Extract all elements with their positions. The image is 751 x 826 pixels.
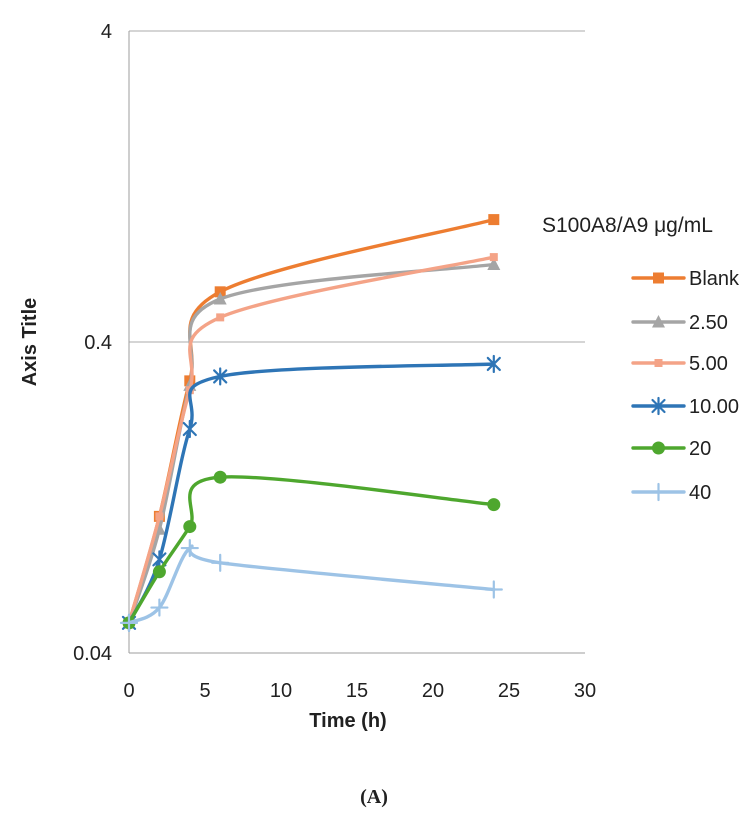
small-square-marker [155,512,164,521]
plus-marker [180,538,199,558]
plus-marker [150,598,169,617]
circle-marker [183,520,197,534]
x-tick-label: 10 [270,680,292,702]
legend-title: S100A8/A9 μg/mL [542,214,713,237]
x-axis-title: Time (h) [309,710,387,732]
square-marker [653,272,664,284]
star-marker [486,354,501,374]
legend-item-label: Blank [689,268,740,290]
triangle-marker [213,291,227,305]
circle-marker [487,498,501,512]
legend-item-label: 2.50 [689,312,728,334]
series-line-2-50 [127,262,496,625]
x-tick-labels: 0 5 10 15 20 25 30 [123,680,596,702]
x-tick-label: 5 [199,680,210,702]
plus-marker [211,553,230,572]
square-marker [214,286,226,298]
small-square-marker [216,313,225,322]
square-marker [488,214,500,226]
series-20 [122,470,501,630]
legend-item-5-00 [631,359,686,367]
series-5-00 [125,253,498,627]
x-tick-label: 0 [123,680,134,702]
star-marker [651,396,666,416]
circle-marker [213,470,227,484]
series-line-40 [127,544,496,625]
triangle-marker [487,257,501,270]
star-marker [213,367,228,386]
small-square-marker [489,253,498,262]
legend-item-10-00 [631,396,686,416]
series-line-5-00 [127,255,496,625]
plus-marker [119,613,139,632]
legend-item-label: 20 [689,438,711,460]
x-tick-label: 25 [498,680,520,702]
legend-item-2-50 [631,315,686,328]
legend-item-label: 5.00 [689,353,728,375]
triangle-marker [652,315,665,328]
legend-item-blank [631,272,686,284]
legend-item-label: 40 [689,482,711,504]
series-40 [119,538,503,632]
y-tick-label: 4 [101,21,112,43]
legend-item-label: 10.00 [689,396,739,418]
x-tick-label: 20 [422,680,444,702]
legend-item-40 [631,482,686,502]
y-tick-label: 0.4 [84,332,112,354]
gridlines [129,30,585,654]
data-series [119,214,503,632]
series-line-20 [127,475,496,625]
x-tick-label: 30 [574,680,596,702]
y-axis-title: Axis Title [19,297,41,387]
plus-marker [484,580,503,599]
legend-labels: Blank 2.50 5.00 10.00 20 40 [689,268,740,504]
legend-item-20 [631,441,686,455]
plus-marker [649,482,668,502]
circle-marker [152,565,166,579]
small-square-marker [654,359,663,367]
series-line-10-00 [127,362,496,625]
x-tick-label: 15 [346,680,368,702]
series-10-00 [121,354,501,632]
y-tick-label: 0.04 [73,643,112,665]
panel-caption: (A) [360,786,388,808]
star-marker [182,419,197,439]
y-tick-labels: 4 0.4 0.04 [73,21,112,665]
circle-marker [652,441,665,455]
legend-samples [631,272,686,502]
